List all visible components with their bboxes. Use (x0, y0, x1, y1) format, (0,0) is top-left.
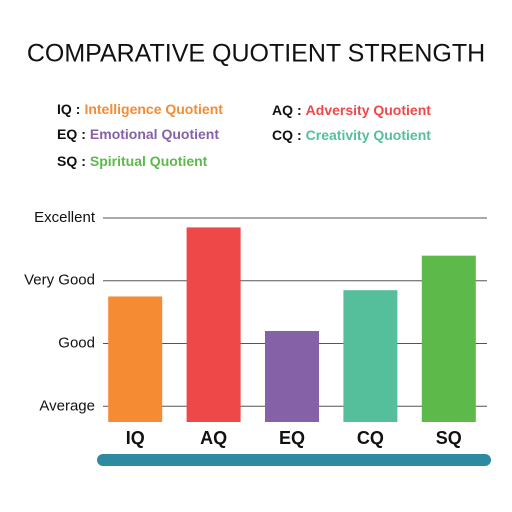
y-tick-label: Very Good (24, 272, 95, 289)
x-tick-label: AQ (200, 428, 227, 448)
legend-name: Creativity Quotient (306, 127, 432, 143)
bar (343, 290, 398, 422)
legend-abbr: AQ (272, 102, 293, 118)
bar (265, 330, 319, 422)
legend-entry: IQ: Intelligence Quotient (57, 101, 223, 117)
x-tick-label: IQ (126, 428, 145, 448)
bar (108, 296, 163, 422)
legend-abbr: CQ (272, 127, 293, 143)
legend-separator: : (297, 102, 302, 118)
legend-name: Intelligence Quotient (84, 101, 223, 117)
legend-separator: : (76, 101, 81, 117)
y-tick-label: Average (39, 397, 95, 414)
base-bar (97, 454, 491, 466)
x-tick-label: EQ (279, 428, 305, 448)
legend-separator: : (81, 126, 86, 142)
bar (186, 227, 241, 422)
legend-separator: : (81, 153, 86, 169)
legend-entry: CQ: Creativity Quotient (272, 127, 431, 143)
legend-entry: SQ: Spiritual Quotient (57, 153, 208, 169)
chart-title: COMPARATIVE QUOTIENT STRENGTH (27, 40, 485, 68)
legend-name: Spiritual Quotient (90, 153, 208, 169)
bar (421, 255, 476, 422)
legend-name: Adversity Quotient (306, 102, 432, 118)
x-tick-label: CQ (357, 428, 384, 448)
legend-entry: EQ: Emotional Quotient (57, 126, 219, 142)
legend-separator: : (297, 127, 302, 143)
y-tick-label: Excellent (34, 209, 96, 226)
legend-abbr: EQ (57, 126, 77, 142)
legend-name: Emotional Quotient (90, 126, 219, 142)
y-tick-label: Good (58, 335, 95, 352)
x-tick-label: SQ (436, 428, 462, 448)
legend-abbr: IQ (57, 101, 72, 117)
legend-entry: AQ: Adversity Quotient (272, 102, 431, 118)
legend-abbr: SQ (57, 153, 77, 169)
